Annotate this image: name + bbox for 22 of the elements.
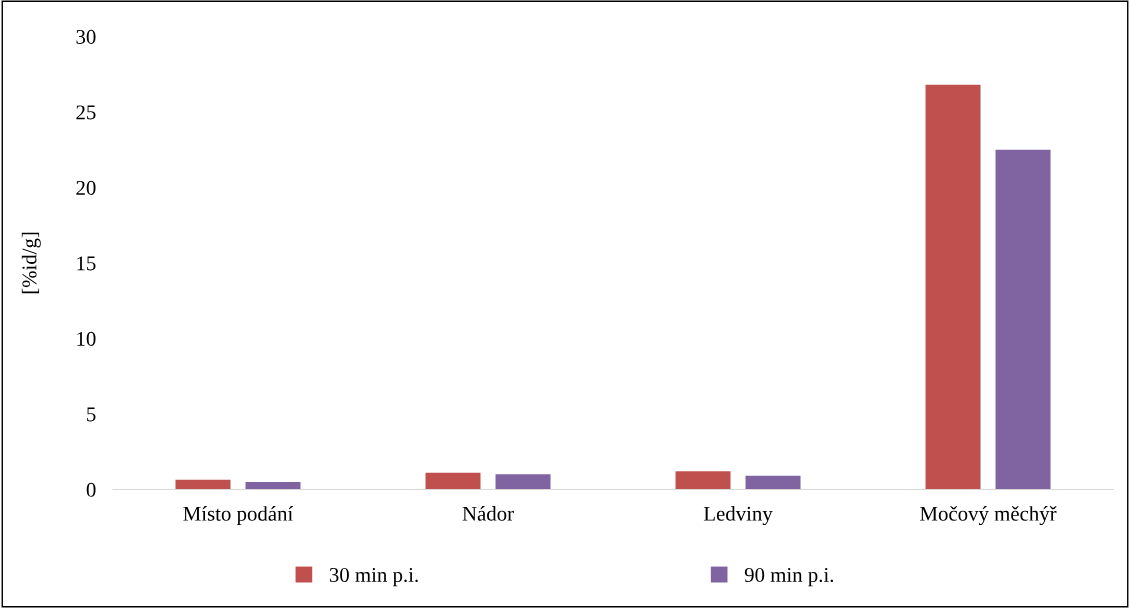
bar <box>675 471 731 490</box>
x-tick-label: Močový měchýř <box>920 506 1057 526</box>
x-tick-label: Nádor <box>462 506 514 521</box>
x-tick-label: Místo podání <box>183 506 294 526</box>
y-tick-label: 0 <box>86 482 96 497</box>
bar <box>995 149 1051 490</box>
legend-label: 30 min p.i. <box>329 567 418 587</box>
x-tick-label: Ledviny <box>703 506 773 526</box>
bar <box>495 474 551 490</box>
bar <box>175 479 231 490</box>
y-tick-label: 30 <box>76 29 96 44</box>
y-tick-label: 25 <box>76 105 96 120</box>
y-tick-label: 20 <box>76 180 96 195</box>
bar <box>745 475 801 490</box>
bar <box>245 481 301 490</box>
bar <box>925 84 981 490</box>
y-tick-label: 10 <box>77 331 96 346</box>
y-tick-label: 5 <box>87 407 96 422</box>
y-axis-title: [%id/g] <box>21 232 41 294</box>
legend-label: 90 min p.i. <box>744 567 834 587</box>
y-tick-label: 15 <box>77 256 96 271</box>
bar <box>425 472 481 490</box>
